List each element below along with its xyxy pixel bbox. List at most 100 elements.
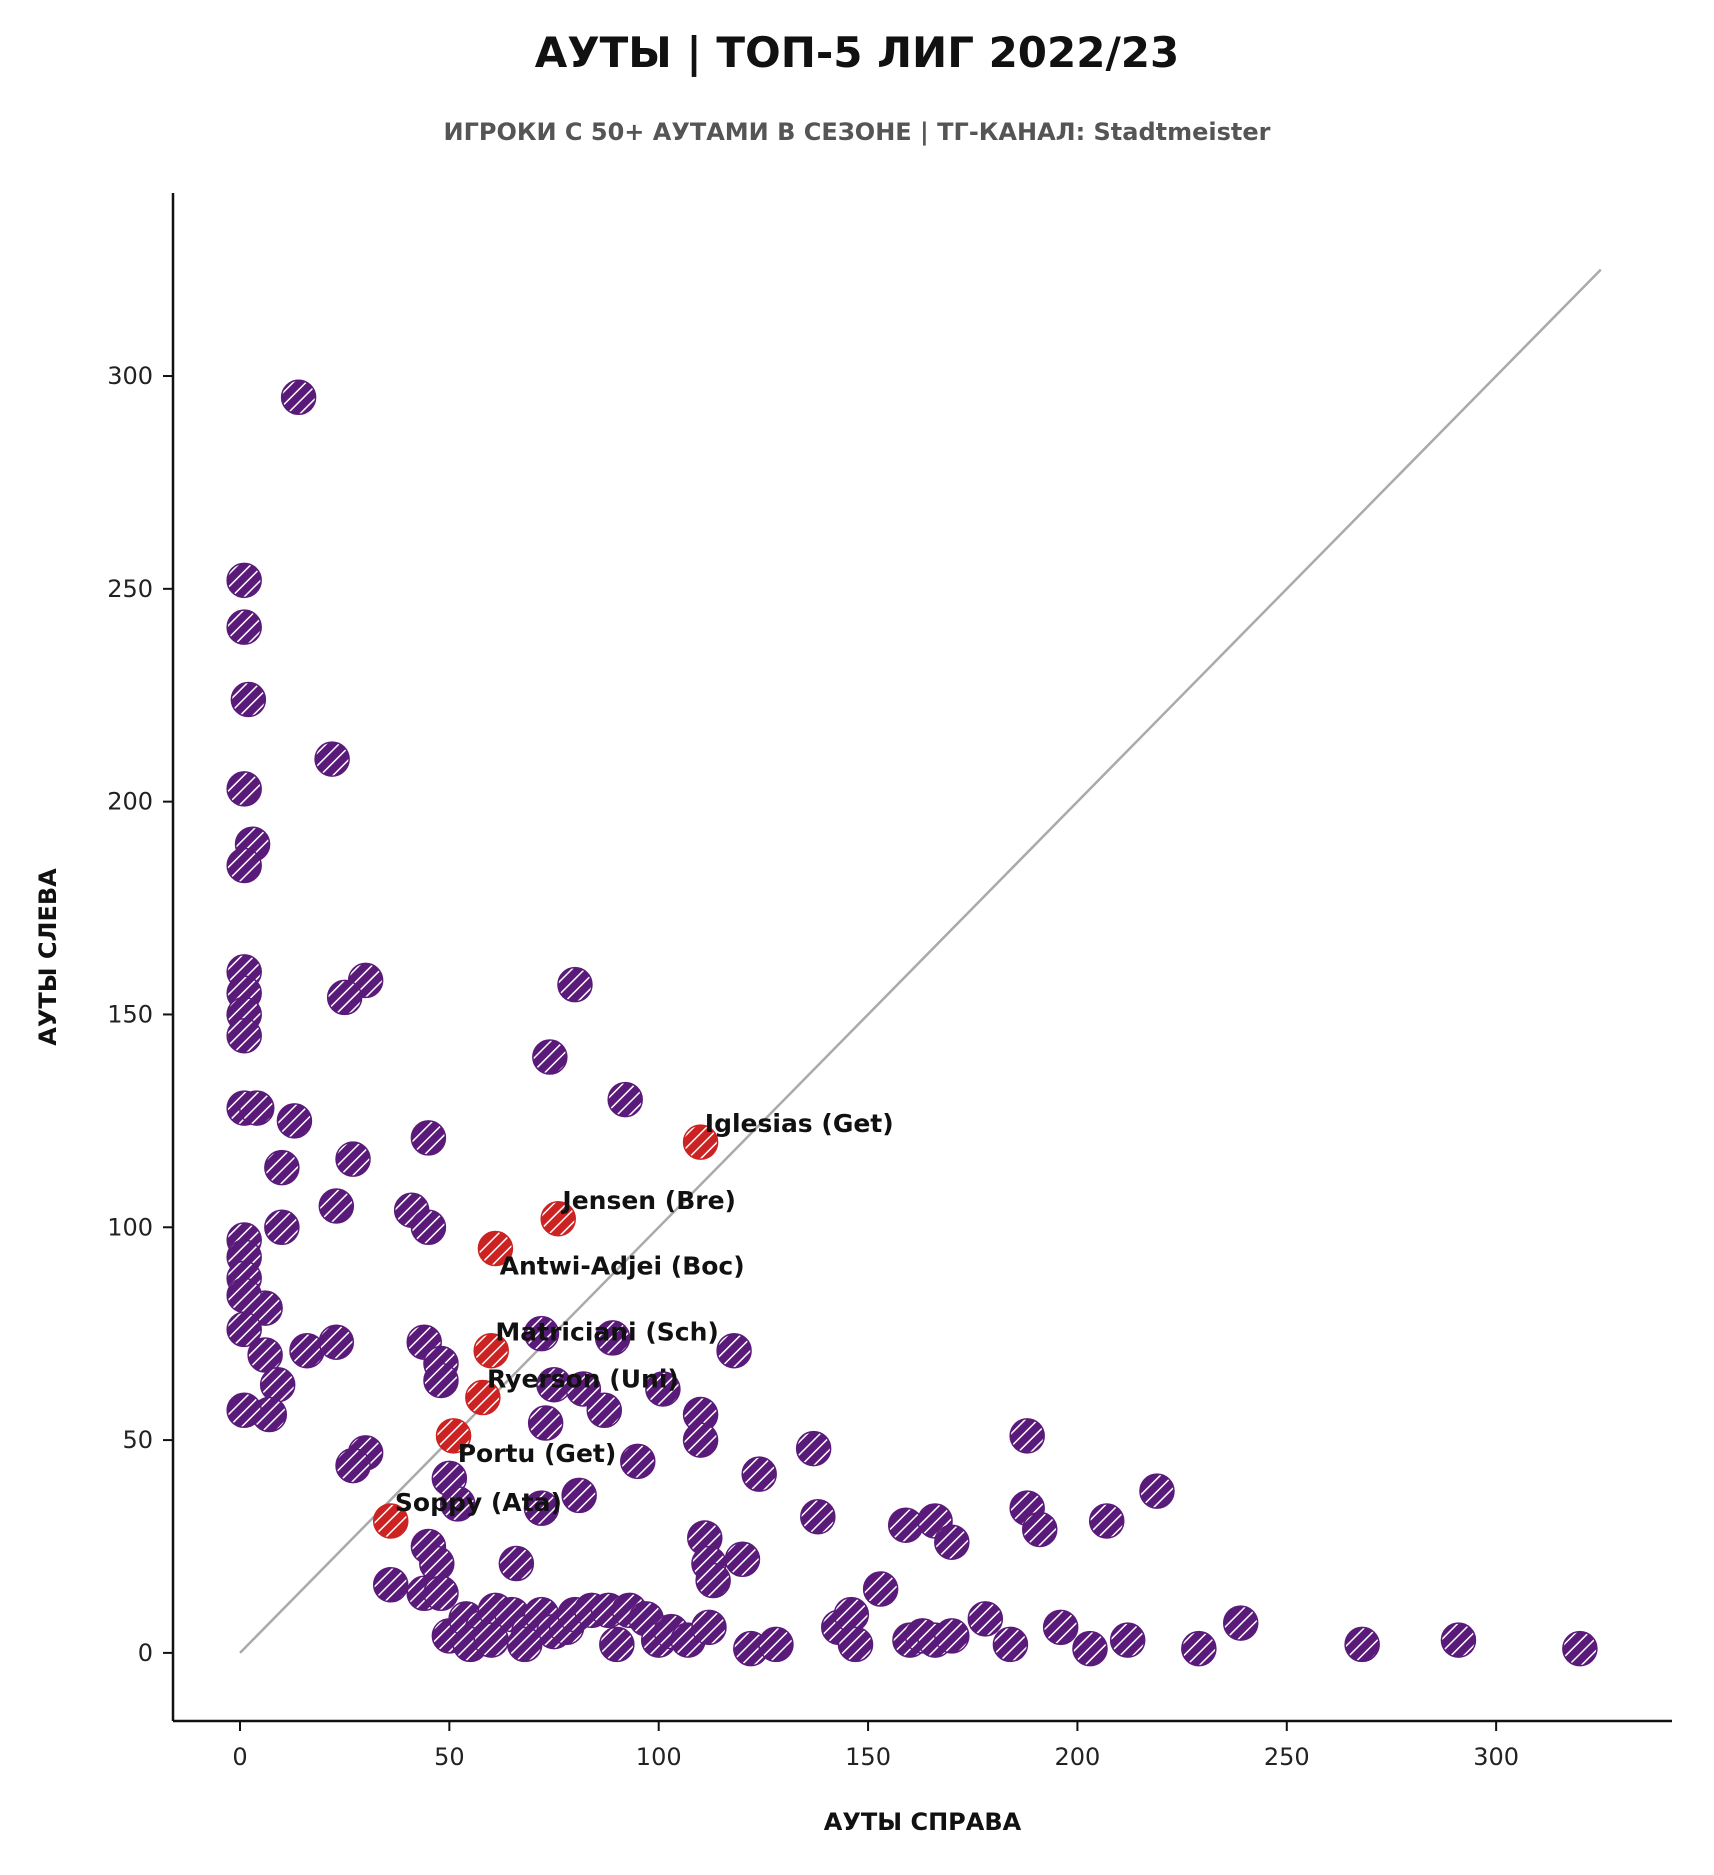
data-point — [1344, 1626, 1380, 1663]
data-point — [372, 1567, 409, 1603]
data-point — [800, 1498, 836, 1535]
data-point — [862, 1571, 899, 1607]
data-point — [226, 1277, 262, 1314]
data-point — [565, 1371, 602, 1407]
x-tick-label: 150 — [845, 1743, 891, 1771]
data-point — [561, 1477, 597, 1514]
data-point — [1139, 1473, 1175, 1509]
data-point — [318, 1188, 355, 1224]
data-point — [1021, 1511, 1058, 1548]
data-point — [1562, 1630, 1598, 1667]
y-axis-label: АУТЫ СЛЕВА — [34, 868, 62, 1046]
y-tick-label: 150 — [107, 1000, 153, 1028]
data-point — [620, 1443, 656, 1480]
data-point — [264, 1149, 300, 1186]
data-point — [934, 1524, 970, 1560]
data-point — [1109, 1622, 1146, 1658]
data-point — [230, 681, 267, 718]
highlight-point — [540, 1201, 576, 1237]
data-point — [1440, 1622, 1477, 1658]
data-point — [1009, 1418, 1045, 1454]
data-point — [557, 966, 593, 1003]
data-point — [594, 1320, 631, 1356]
y-tick-label: 100 — [107, 1213, 153, 1241]
data-point — [264, 1209, 300, 1246]
x-tick-label: 200 — [1055, 1743, 1101, 1771]
data-point — [967, 1601, 1004, 1637]
data-point — [318, 1324, 355, 1360]
y-tick-label: 50 — [122, 1426, 153, 1454]
point-annotation: Ryerson (Uni) — [487, 1365, 679, 1394]
point-annotation: Iglesias (Get) — [705, 1109, 894, 1138]
x-axis-label: АУТЫ СПРАВА — [824, 1808, 1022, 1836]
data-point — [1222, 1605, 1259, 1641]
data-point — [498, 1545, 535, 1582]
data-point — [523, 1490, 560, 1526]
x-tick-label: 300 — [1473, 1743, 1519, 1771]
highlight-point — [473, 1332, 509, 1369]
data-point — [226, 1392, 262, 1429]
data-point — [506, 1626, 543, 1663]
data-point — [1181, 1630, 1217, 1667]
x-tick-label: 250 — [1264, 1743, 1310, 1771]
x-tick-label: 50 — [434, 1743, 465, 1771]
data-point — [423, 1362, 459, 1399]
data-point — [419, 1545, 455, 1582]
point-annotation: Antwi-Adjei (Boc) — [500, 1252, 745, 1281]
data-point — [682, 1422, 719, 1458]
data-point — [527, 1405, 564, 1441]
data-point — [1072, 1630, 1108, 1667]
data-point — [992, 1626, 1029, 1663]
data-point — [423, 1575, 459, 1612]
data-point — [335, 1141, 371, 1177]
data-point — [410, 1120, 447, 1156]
data-point — [226, 562, 262, 599]
data-point — [326, 979, 363, 1016]
data-point — [226, 771, 262, 807]
highlight-point — [465, 1379, 501, 1416]
data-point — [473, 1622, 509, 1658]
highlight-point — [372, 1503, 409, 1539]
data-point — [280, 379, 317, 416]
data-point — [259, 1367, 296, 1403]
data-point — [226, 1311, 262, 1348]
data-point — [586, 1392, 623, 1429]
point-annotation: Portu (Get) — [458, 1439, 617, 1468]
chart-subtitle: ИГРОКИ С 50+ АУТАМИ В СЕЗОНЕ | ТГ-КАНАЛ:… — [443, 118, 1271, 146]
data-point — [226, 1017, 262, 1054]
y-tick-label: 0 — [138, 1639, 153, 1667]
highlight-point — [435, 1418, 472, 1454]
data-point — [837, 1626, 874, 1663]
data-point — [888, 1507, 924, 1543]
y-tick-label: 250 — [107, 575, 153, 603]
data-point — [523, 1315, 560, 1352]
data-point — [833, 1596, 870, 1633]
data-point — [532, 1039, 568, 1075]
data-point — [439, 1486, 476, 1522]
y-tick-label: 200 — [107, 788, 153, 816]
point-annotation: Matriciani (Sch) — [495, 1318, 718, 1347]
x-tick-label: 0 — [232, 1743, 247, 1771]
diagonal-line — [239, 268, 1602, 1654]
data-point — [1042, 1609, 1079, 1646]
highlight-point — [477, 1230, 514, 1267]
data-point — [645, 1371, 681, 1407]
data-point — [226, 847, 262, 884]
point-annotation: Jensen (Bre) — [560, 1186, 736, 1215]
data-point — [934, 1618, 970, 1654]
highlight-point — [682, 1124, 719, 1160]
data-point — [410, 1209, 447, 1246]
point-annotation: Soppy (Ata) — [395, 1488, 562, 1517]
data-point — [226, 609, 262, 645]
data-point — [695, 1562, 731, 1599]
y-tick-label: 300 — [107, 362, 153, 390]
chart-title: АУТЫ | ТОП-5 ЛИГ 2022/23 — [534, 28, 1180, 77]
data-point — [607, 1081, 643, 1118]
data-point — [716, 1332, 752, 1369]
x-tick-label: 100 — [636, 1743, 682, 1771]
data-point — [314, 741, 350, 777]
data-point — [247, 1337, 283, 1373]
data-point — [758, 1626, 794, 1663]
data-point — [741, 1456, 777, 1492]
data-point — [238, 1090, 275, 1126]
